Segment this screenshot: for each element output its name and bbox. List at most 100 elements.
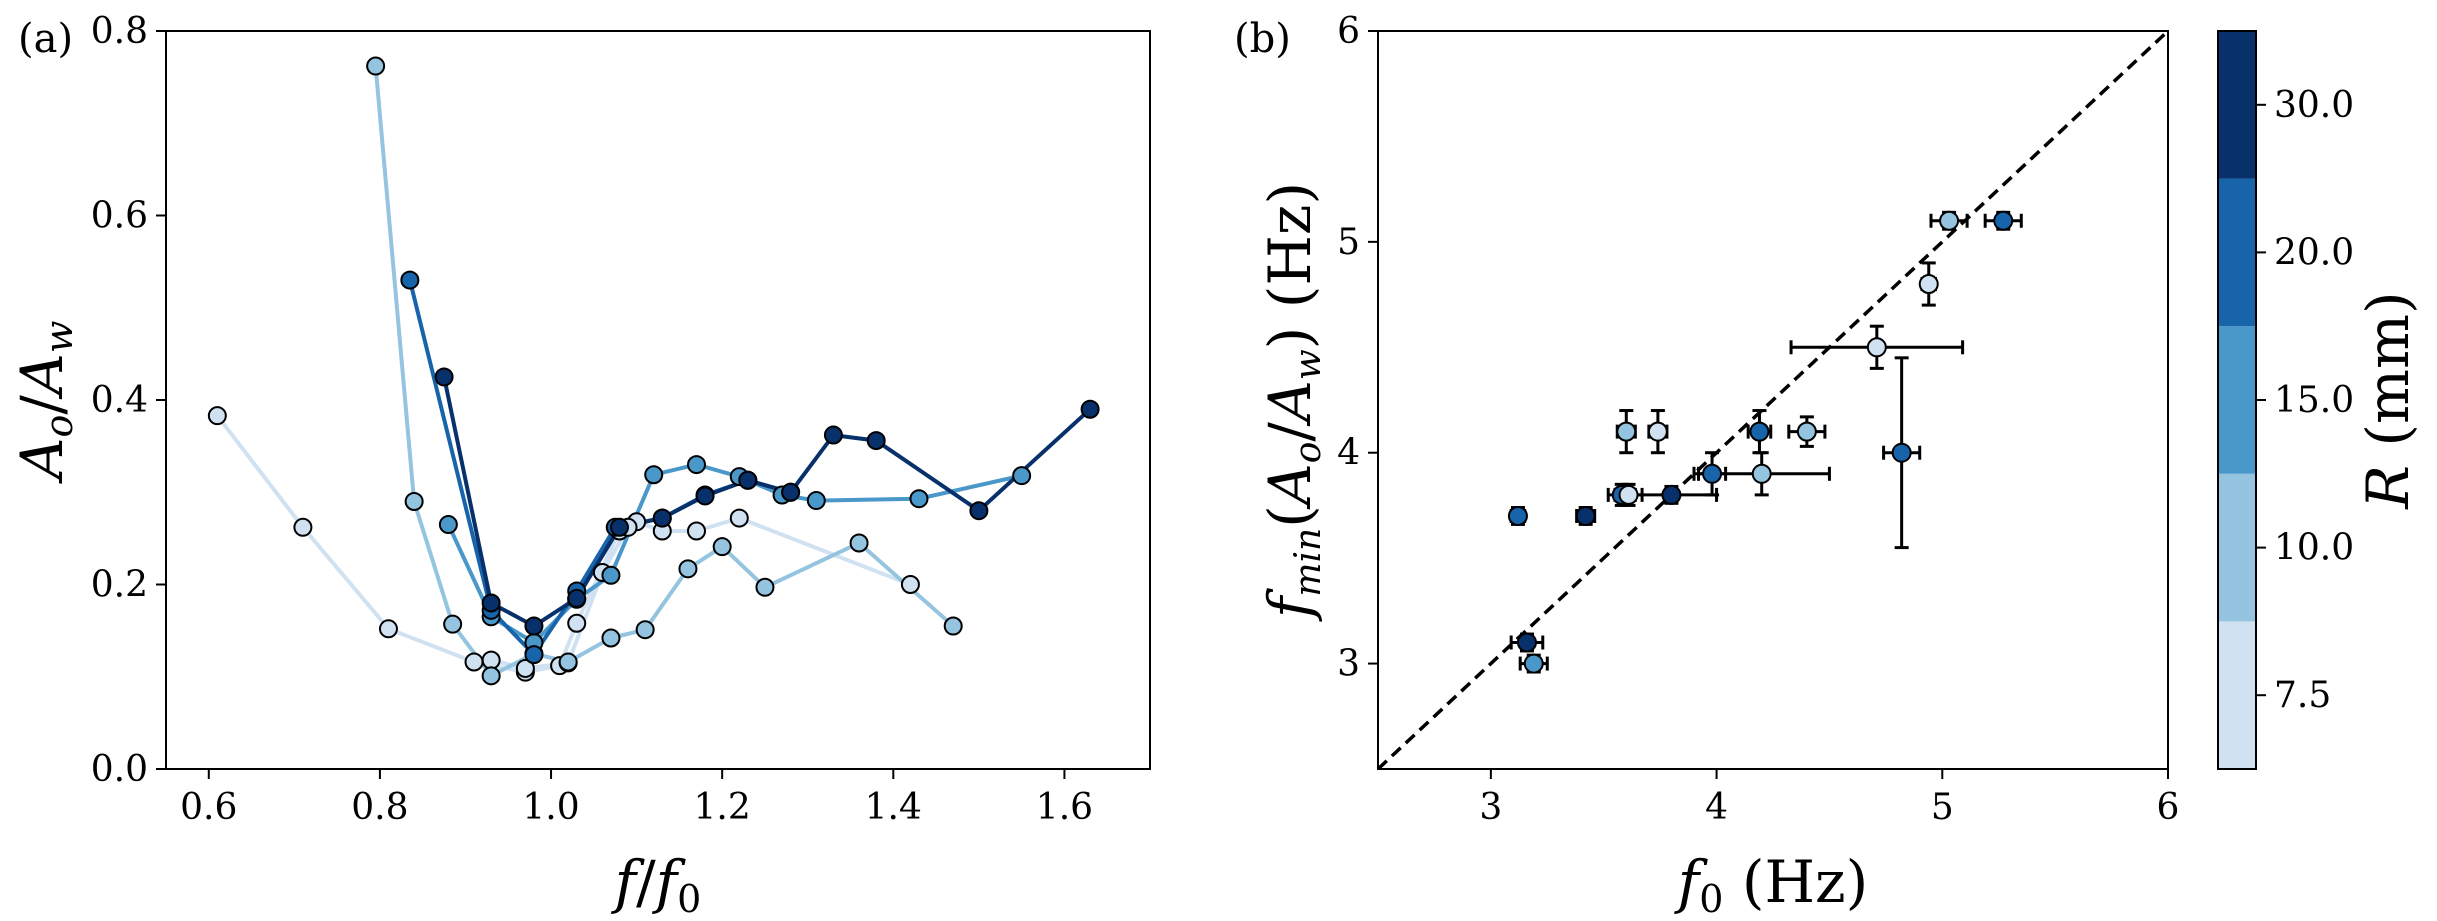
series-line-2 [373, 65, 955, 679]
y-tick-label: 3 [1337, 644, 1360, 685]
panel-b-label: (b) [1234, 16, 1291, 62]
scatter-point [1575, 505, 1596, 526]
colorbar-tick-label: 10.0 [2274, 528, 2354, 569]
scatter-point [1939, 210, 1960, 231]
data-point [738, 470, 758, 490]
data-point [434, 367, 454, 387]
panel-b-scatter-points [1507, 210, 2014, 674]
data-point [781, 482, 801, 502]
scatter-point [1507, 505, 1528, 526]
data-point [678, 559, 698, 579]
data-point [567, 613, 587, 633]
colorbar-segments [2218, 31, 2256, 769]
colorbar-segment [2218, 326, 2256, 474]
panel-a-frame [165, 30, 1151, 770]
panel-a-series-lines [215, 65, 1092, 679]
panel-b-error-bars [1509, 210, 2023, 674]
panel-b-frame [1377, 30, 2169, 770]
scatter-point [1993, 210, 2014, 231]
panel-b-y-axis-label: fmin(Ao/Aw) (Hz) [1256, 182, 1329, 622]
colorbar-label: R (mm) [2354, 291, 2422, 509]
scatter-point [1523, 653, 1544, 674]
data-point [524, 645, 544, 665]
data-point [601, 565, 621, 585]
data-point [524, 616, 544, 636]
x-tick-label: 6 [2157, 787, 2180, 828]
series-line-4 [407, 279, 792, 658]
colorbar-tick-label: 7.5 [2274, 675, 2331, 716]
panel-a-line-chart: (a) 0.6 0.8 1.0 1.2 1.4 1.6 0.0 0.2 0.4 0.6 0.8 f… [8, 11, 1151, 921]
scatter-point [1702, 463, 1723, 484]
panel-a-y-ticks: 0.0 0.2 0.4 0.6 0.8 [91, 11, 166, 790]
panel-b-x-ticks: 3 4 5 6 [1479, 769, 2179, 828]
colorbar-segment [2218, 473, 2256, 622]
data-point [635, 620, 655, 640]
data-point [1012, 466, 1032, 486]
data-point [969, 501, 989, 521]
scatter-point [1866, 337, 1887, 358]
data-point [438, 515, 458, 535]
data-point [695, 486, 715, 506]
panel-a-x-ticks: 0.6 0.8 1.0 1.2 1.4 1.6 [180, 769, 1093, 828]
series-line-0 [215, 414, 912, 675]
y-tick-label: 6 [1337, 11, 1360, 52]
data-point [687, 521, 707, 541]
panel-a-series-points [207, 56, 1100, 686]
data-point [755, 577, 775, 597]
data-point [909, 489, 929, 509]
x-tick-label: 1.6 [1036, 787, 1093, 828]
data-point [823, 425, 843, 445]
data-point [652, 508, 672, 528]
panel-b-scatter-chart: (b) 3 4 5 6 3 4 5 6 f0 (Hz) fmin(Ao/Aw) (Hz) [1234, 11, 2179, 921]
colorbar-segment [2218, 31, 2256, 179]
scatter-point [1751, 463, 1772, 484]
colorbar-tick-label: 20.0 [2274, 232, 2354, 273]
data-point [900, 575, 920, 594]
data-point [293, 517, 313, 537]
data-point [849, 533, 869, 553]
colorbar-tick-label: 15.0 [2274, 380, 2354, 421]
data-point [481, 666, 501, 686]
x-tick-label: 1.2 [694, 787, 751, 828]
data-point [644, 465, 664, 485]
x-tick-label: 1.4 [865, 787, 922, 828]
scatter-point [1616, 421, 1637, 442]
data-point [729, 508, 749, 528]
series-line-3 [446, 462, 1023, 646]
panel-b-x-axis-label: f0 (Hz) [1674, 848, 1869, 921]
scatter-point [1661, 484, 1682, 505]
colorbar: 7.5 10.0 15.0 20.0 30.0 R (mm) [2217, 30, 2422, 770]
scatter-point [1749, 421, 1770, 442]
data-point [378, 619, 398, 639]
data-point [207, 406, 227, 426]
data-point [464, 652, 484, 672]
data-point [366, 56, 386, 76]
data-point [806, 491, 826, 511]
scatter-point [1891, 442, 1912, 463]
panel-a-y-axis-label: Ao/Aw [8, 321, 81, 485]
colorbar-segment [2218, 178, 2256, 327]
panel-b-identity-line [1376, 29, 2170, 771]
data-point [601, 628, 621, 648]
y-tick-label: 5 [1337, 222, 1360, 263]
data-point [1080, 399, 1100, 419]
y-tick-label: 0.0 [91, 749, 148, 790]
y-tick-label: 0.4 [91, 380, 148, 421]
data-point [712, 537, 732, 557]
data-point [515, 658, 535, 678]
data-point [400, 270, 420, 290]
scatter-point [1618, 484, 1639, 505]
x-tick-label: 0.6 [180, 787, 237, 828]
data-point [687, 455, 707, 475]
panel-a-label: (a) [18, 16, 73, 62]
data-point [609, 517, 629, 537]
data-point [443, 614, 463, 634]
data-point [481, 650, 501, 670]
data-point [567, 588, 587, 608]
panel-a-x-axis-label: f/f0 [611, 848, 702, 921]
data-point [943, 616, 963, 636]
panel-b-y-ticks: 3 4 5 6 [1337, 11, 1378, 685]
x-tick-label: 5 [1931, 787, 1954, 828]
colorbar-tick-label: 30.0 [2274, 85, 2354, 126]
